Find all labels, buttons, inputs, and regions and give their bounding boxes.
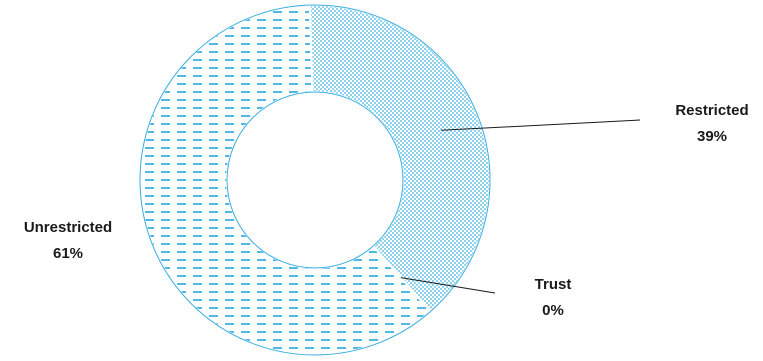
- restricted-name-label: Restricted: [675, 102, 748, 119]
- unrestricted-name-label: Unrestricted: [24, 219, 112, 236]
- restricted-percent-label: 39%: [697, 128, 727, 145]
- donut-inner-edge: [226, 91, 404, 269]
- unrestricted-percent-label: 61%: [53, 245, 83, 262]
- donut-outer-edge: [139, 4, 491, 356]
- leader-trust: [400, 277, 496, 294]
- donut-slices: [139, 4, 491, 356]
- trust-name-label: Trust: [535, 276, 572, 293]
- leader-restricted: [441, 119, 641, 131]
- trust-percent-label: 0%: [542, 302, 564, 319]
- leader-lines: [400, 119, 641, 294]
